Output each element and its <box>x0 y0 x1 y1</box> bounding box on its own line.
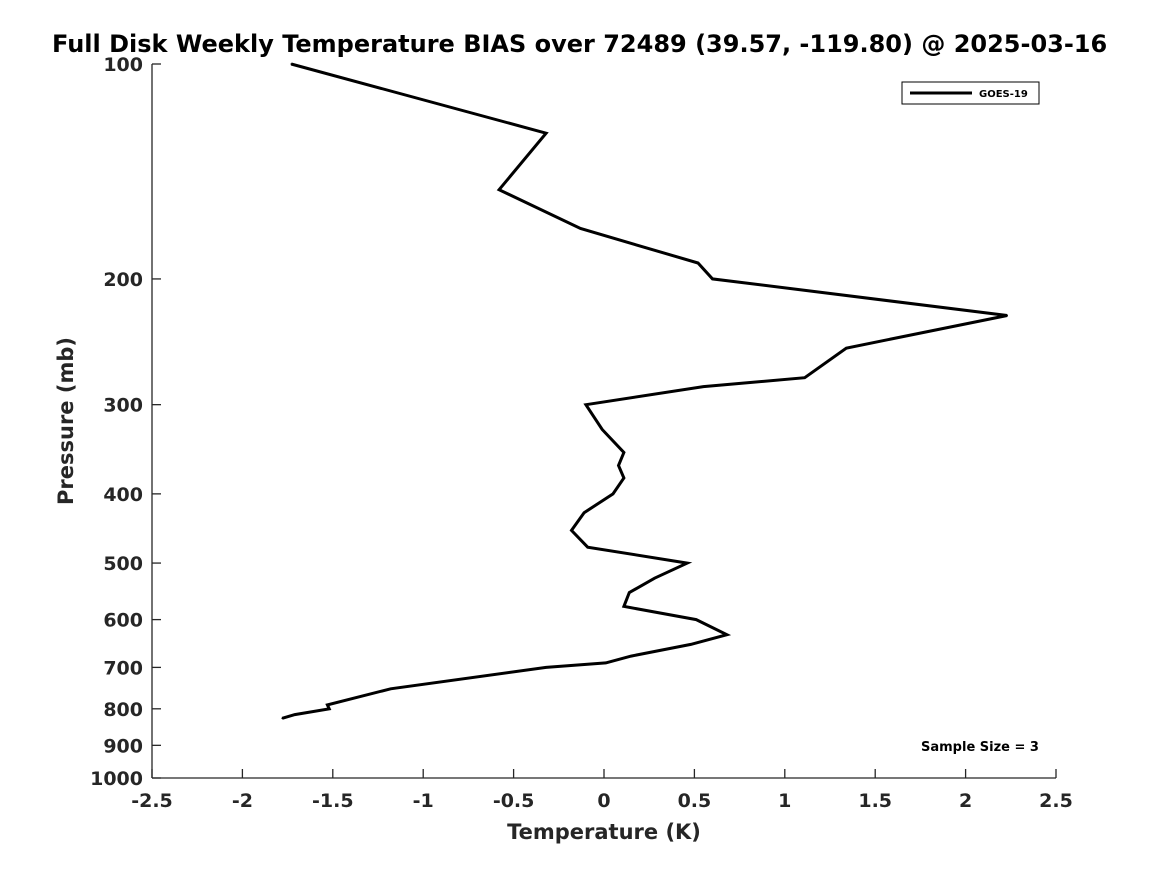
x-tick-label: -0.5 <box>493 790 535 812</box>
x-tick-label: -2.5 <box>131 790 173 812</box>
data-point <box>290 63 293 65</box>
y-axis-label: Pressure (mb) <box>54 337 78 505</box>
data-point <box>726 633 728 636</box>
x-tick-label: 2 <box>959 790 972 812</box>
y-tick-label: 400 <box>103 484 143 506</box>
data-point <box>690 643 692 646</box>
data-point <box>585 403 587 406</box>
x-tick-label: -1 <box>413 790 434 812</box>
data-point <box>605 662 607 664</box>
x-tick-label: 2.5 <box>1039 790 1073 812</box>
y-tick-label: 200 <box>103 269 143 291</box>
data-point <box>617 464 620 467</box>
data-point <box>294 713 296 716</box>
data-point <box>583 511 585 514</box>
x-axis-label: Temperature (K) <box>507 820 701 844</box>
legend-label-goes-19: GOES-19 <box>979 89 1028 100</box>
data-point <box>695 618 697 621</box>
data-point <box>686 562 688 564</box>
plot-area <box>152 64 1056 778</box>
data-point <box>328 708 331 710</box>
x-tick-label: 1 <box>778 790 791 812</box>
y-tick-label: 600 <box>103 610 143 632</box>
data-point <box>281 717 284 720</box>
y-tick-label: 500 <box>103 553 143 575</box>
data-point <box>845 347 848 349</box>
data-point <box>623 477 625 479</box>
data-point <box>1006 314 1008 317</box>
data-point <box>389 688 392 690</box>
y-tick-group: 100 200 300 400 500 600 700 800 900 1000 <box>90 54 161 790</box>
data-point <box>803 376 806 379</box>
y-tick-label: 1000 <box>90 768 143 790</box>
data-point <box>601 428 603 431</box>
x-tick-label: 1.5 <box>858 790 892 812</box>
legend: GOES-19 <box>901 81 1040 105</box>
data-point <box>579 227 582 230</box>
data-point <box>630 655 632 657</box>
x-tick-label: -1.5 <box>312 790 354 812</box>
series-layer <box>281 62 1008 720</box>
y-tick-label: 800 <box>103 699 143 721</box>
data-point <box>711 278 714 280</box>
data-point <box>545 666 547 669</box>
data-point <box>498 188 500 191</box>
y-tick-label: 700 <box>103 657 143 679</box>
sample-size-annotation: Sample Size = 3 <box>921 740 1039 755</box>
series-line-goes-19 <box>281 62 1008 720</box>
data-point <box>653 577 656 579</box>
x-tick-label: 0 <box>597 790 610 812</box>
data-point <box>586 546 589 548</box>
y-tick-label: 900 <box>103 735 143 757</box>
data-point <box>612 493 614 495</box>
x-tick-group: -2.5 -2 -1.5 -1 -0.5 0 0.5 1 1.5 2 2.5 <box>131 769 1073 812</box>
chart-title: Full Disk Weekly Temperature BIAS over 7… <box>52 30 1107 58</box>
x-tick-label: -2 <box>232 790 253 812</box>
data-point <box>326 704 329 706</box>
data-point <box>702 385 705 388</box>
data-point <box>623 451 625 454</box>
data-point <box>628 591 631 594</box>
data-point <box>697 262 699 264</box>
data-point <box>570 529 573 532</box>
y-tick-label: 100 <box>103 54 143 76</box>
data-point <box>545 132 547 134</box>
data-point <box>623 605 625 608</box>
y-tick-label: 300 <box>103 395 143 417</box>
x-tick-label: 0.5 <box>678 790 712 812</box>
